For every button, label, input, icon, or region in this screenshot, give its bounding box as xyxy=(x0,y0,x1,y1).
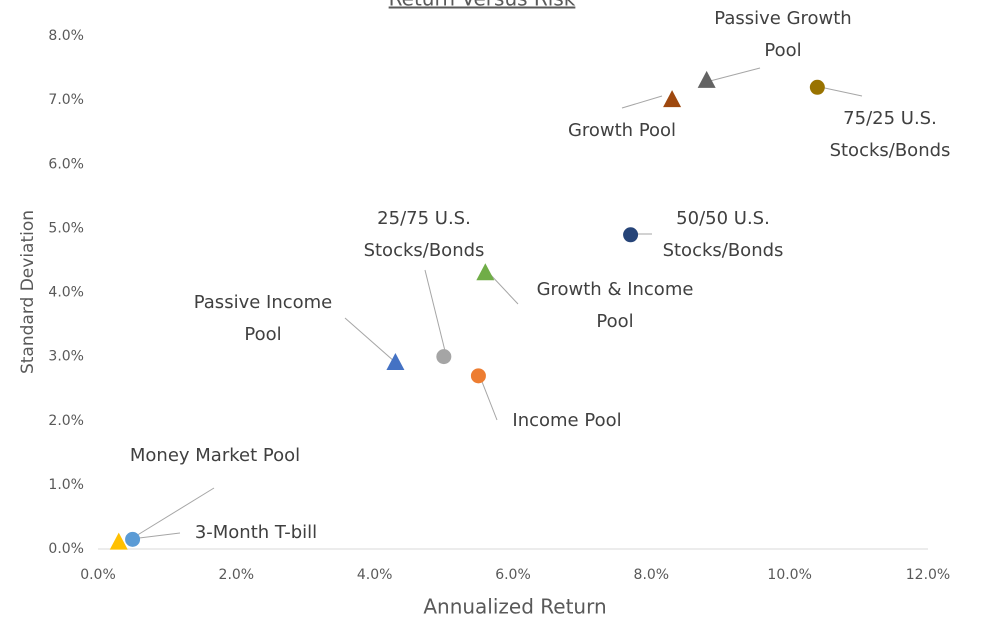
leader-line xyxy=(130,487,215,540)
y-axis-title: Standard Deviation xyxy=(18,210,38,374)
circle-marker xyxy=(623,227,639,243)
leader-line xyxy=(424,269,447,356)
data-label: 25/75 U.S. Stocks/Bonds xyxy=(363,208,485,261)
x-tick-label: 6.0% xyxy=(495,567,531,583)
data-label: Passive Growth Pool xyxy=(714,8,852,61)
y-tick-label: 3.0% xyxy=(48,349,84,365)
x-tick-label: 8.0% xyxy=(634,567,670,583)
x-tick-label: 12.0% xyxy=(906,567,950,583)
y-tick-label: 8.0% xyxy=(48,28,84,44)
triangle-marker xyxy=(476,263,495,281)
x-tick-label: 2.0% xyxy=(219,567,255,583)
triangle-marker xyxy=(386,353,405,371)
circle-marker xyxy=(125,531,141,547)
leader-line xyxy=(487,271,519,305)
data-label: 3-Month T-bill xyxy=(194,522,318,543)
data-label: 50/50 U.S. Stocks/Bonds xyxy=(662,208,784,261)
y-tick-label: 5.0% xyxy=(48,220,84,236)
data-label: Growth & Income Pool xyxy=(536,279,694,332)
y-tick-label: 4.0% xyxy=(48,285,84,301)
data-label: Growth Pool xyxy=(567,120,677,141)
triangle-marker xyxy=(109,532,128,550)
leader-line xyxy=(344,317,396,363)
y-tick-label: 1.0% xyxy=(48,477,84,493)
x-tick-label: 4.0% xyxy=(357,567,393,583)
data-label: 75/25 U.S. Stocks/Bonds xyxy=(829,108,951,161)
x-tick-label: 0.0% xyxy=(80,567,116,583)
x-tick-label: 10.0% xyxy=(767,567,811,583)
data-label: Passive Income Pool xyxy=(193,292,333,345)
y-tick-label: 0.0% xyxy=(48,541,84,557)
circle-marker xyxy=(809,79,825,95)
circle-marker xyxy=(436,349,452,365)
data-label: Money Market Pool xyxy=(129,445,301,466)
data-label: Income Pool xyxy=(512,410,622,431)
circle-marker xyxy=(470,368,486,384)
leader-line xyxy=(819,86,863,97)
chart-title: Return Versus Risk xyxy=(389,0,576,11)
x-axis-title: Annualized Return xyxy=(423,595,606,619)
leader-line xyxy=(709,67,761,82)
y-tick-label: 6.0% xyxy=(48,156,84,172)
y-tick-label: 2.0% xyxy=(48,413,84,429)
triangle-marker xyxy=(697,70,716,88)
triangle-marker xyxy=(663,90,682,108)
leader-line xyxy=(621,95,663,109)
y-tick-label: 7.0% xyxy=(48,92,84,108)
